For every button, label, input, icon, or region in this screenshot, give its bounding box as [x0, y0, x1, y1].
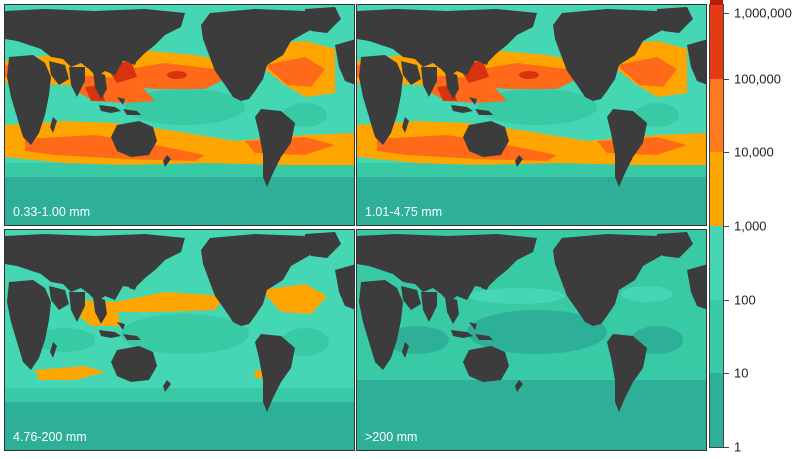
panel-label: 4.76-200 mm — [13, 430, 87, 444]
world-map — [357, 5, 707, 226]
world-map — [5, 230, 355, 451]
colorbar — [709, 0, 724, 448]
map-panel-1.01-4.75mm: 1.01-4.75 mm — [356, 4, 707, 226]
colorbar-tick — [724, 152, 729, 154]
colorbar-tick-label: 10,000 — [734, 144, 774, 160]
world-map — [5, 5, 355, 226]
colorbar-tick-label: 100 — [734, 292, 756, 308]
world-map — [357, 230, 707, 451]
colorbar-tick — [724, 299, 729, 301]
panel-label: >200 mm — [365, 430, 418, 444]
colorbar-tick-label: 10 — [734, 365, 749, 381]
map-panel-4.76-200mm: 4.76-200 mm — [4, 229, 355, 451]
colorbar-tick-label: 1,000,000 — [734, 5, 792, 21]
colorbar-segment — [710, 5, 723, 79]
colorbar-segment — [710, 0, 723, 5]
colorbar-segment — [710, 373, 723, 447]
colorbar-tick-label: 1 — [734, 439, 742, 455]
colorbar-tick-label: 1,000 — [734, 218, 767, 234]
panel-label: 0.33-1.00 mm — [13, 205, 91, 219]
colorbar-segment — [710, 78, 723, 153]
colorbar-segment — [710, 152, 723, 226]
colorbar-segment — [710, 226, 723, 300]
panel-label: 1.01-4.75 mm — [365, 205, 443, 219]
colorbar-tick — [724, 373, 729, 375]
map-panel-0.33-1.00mm: 0.33-1.00 mm — [4, 4, 355, 226]
colorbar-tick — [724, 226, 729, 227]
colorbar-tick-label: 100,000 — [734, 71, 781, 87]
colorbar-tick — [724, 447, 729, 448]
colorbar-tick — [724, 13, 729, 14]
colorbar-tick — [724, 78, 729, 80]
colorbar-segment — [710, 299, 723, 374]
map-panel-over-200mm: >200 mm — [356, 229, 707, 451]
